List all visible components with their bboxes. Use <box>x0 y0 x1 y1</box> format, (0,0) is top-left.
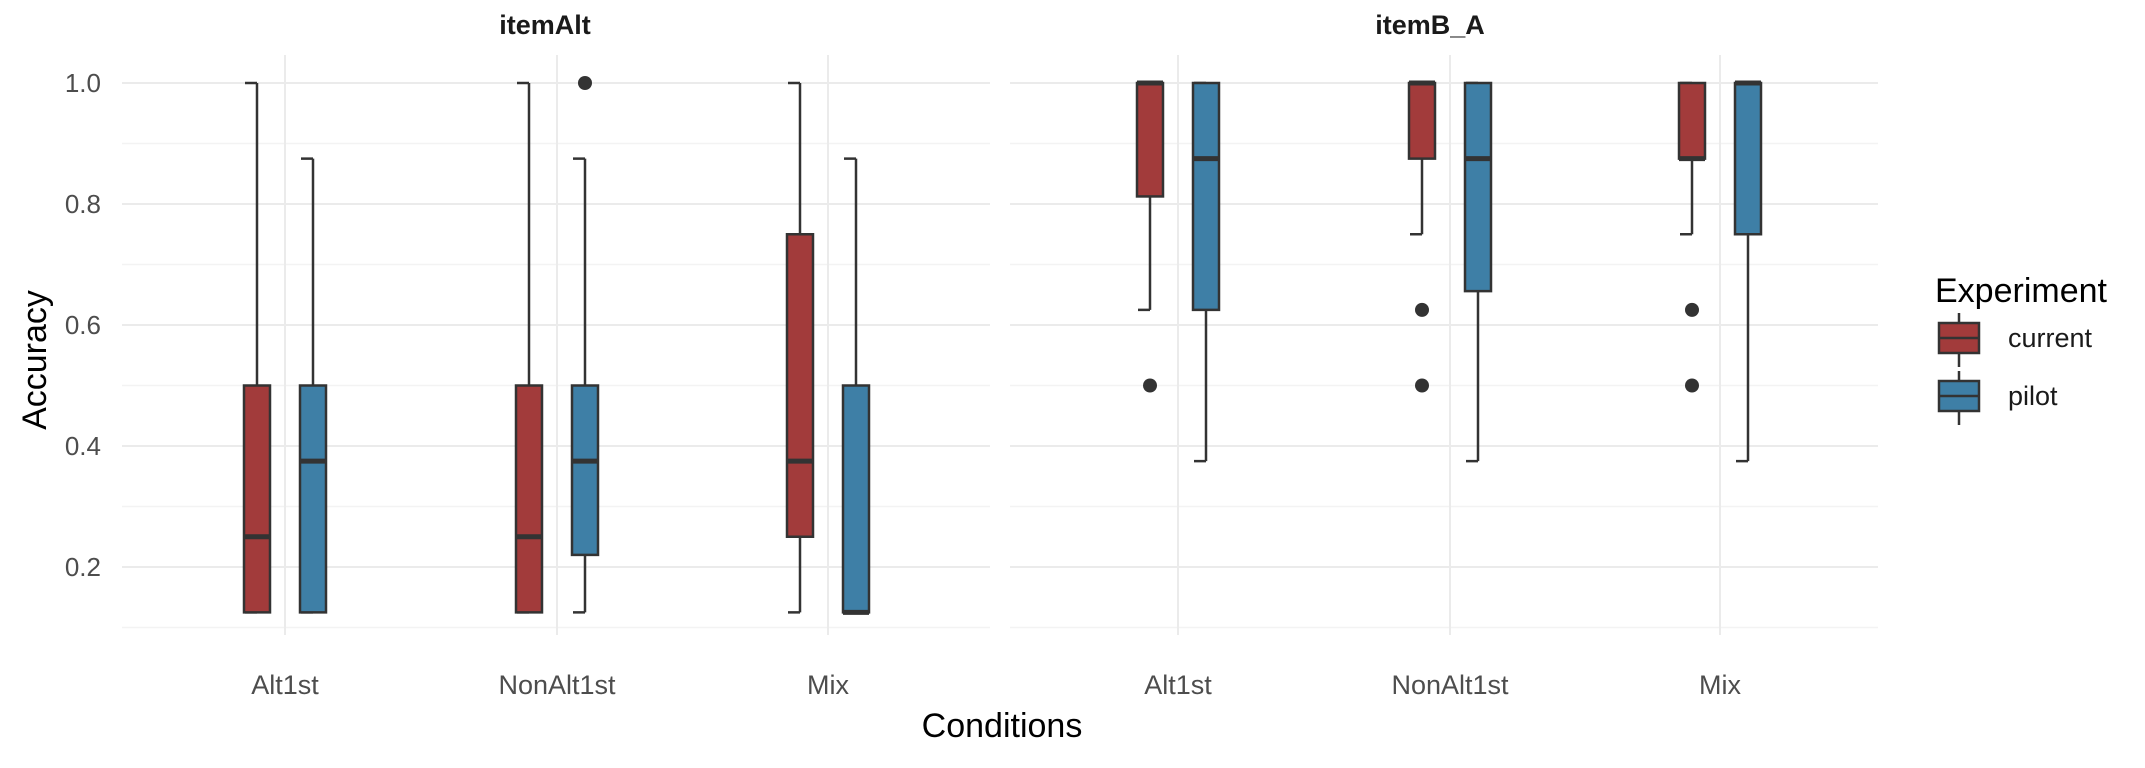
box-body <box>1463 81 1493 293</box>
x-tick-label: Mix <box>807 670 849 700</box>
x-tick-label: Mix <box>1699 670 1741 700</box>
box-body <box>1191 81 1221 312</box>
legend: current pilot <box>1937 313 2093 425</box>
y-tick-label: 0.8 <box>65 189 101 219</box>
box-outlier <box>1685 302 1699 317</box>
legend-entry: pilot <box>1937 371 2058 425</box>
legend-entry: current <box>1937 313 2093 367</box>
box-pilot <box>298 157 328 614</box>
box-outlier <box>1415 378 1429 393</box>
panel-title: itemB_A <box>1375 10 1485 40</box>
box-pilot <box>841 157 871 615</box>
box-outlier <box>1143 378 1157 393</box>
grid-layer <box>122 55 1878 635</box>
box-current <box>514 81 544 614</box>
text-layer: itemAlt itemB_A Conditions Accuracy Expe… <box>16 10 2108 745</box>
box-body <box>1733 81 1763 236</box>
tick-labels-layer: 0.2 0.4 0.6 0.8 1.0 Alt1st NonAlt1st Mix Alt1st N… <box>65 68 1742 700</box>
x-tick-label: NonAlt1st <box>1391 670 1509 700</box>
box-current <box>1677 81 1707 393</box>
x-tick-label: Alt1st <box>251 670 319 700</box>
panel-title: itemAlt <box>499 10 591 40</box>
y-tick-label: 0.2 <box>65 552 101 582</box>
box-body <box>1407 81 1437 160</box>
box-body <box>514 384 544 614</box>
box-pilot <box>1733 80 1763 463</box>
box-body <box>242 384 272 614</box>
box-pilot <box>570 76 600 614</box>
box-current <box>1135 80 1165 393</box>
y-tick-label: 0.4 <box>65 431 101 461</box>
box-outlier <box>1415 302 1429 317</box>
box-current <box>1407 80 1437 393</box>
box-body <box>570 384 600 557</box>
y-tick-label: 0.6 <box>65 310 101 340</box>
x-axis-title: Conditions <box>922 707 1083 745</box>
boxes-layer <box>242 76 1763 615</box>
box-pilot <box>1191 81 1221 463</box>
box-body <box>1135 81 1165 198</box>
box-body <box>298 384 328 614</box>
box-outlier <box>578 76 592 90</box>
x-tick-label: Alt1st <box>1144 670 1212 700</box>
legend-label: current <box>2008 323 2093 353</box>
box-pilot <box>1463 81 1493 463</box>
x-tick-label: NonAlt1st <box>498 670 616 700</box>
box-current <box>785 81 815 614</box>
y-axis-title: Accuracy <box>16 290 54 430</box>
legend-label: pilot <box>2008 381 2058 411</box>
box-body <box>1677 81 1707 160</box>
box-outlier <box>1685 378 1699 393</box>
box-body <box>785 233 815 538</box>
legend-title: Experiment <box>1935 272 2108 310</box>
box-current <box>242 81 272 614</box>
box-body <box>841 384 871 614</box>
y-tick-label: 1.0 <box>65 68 101 98</box>
